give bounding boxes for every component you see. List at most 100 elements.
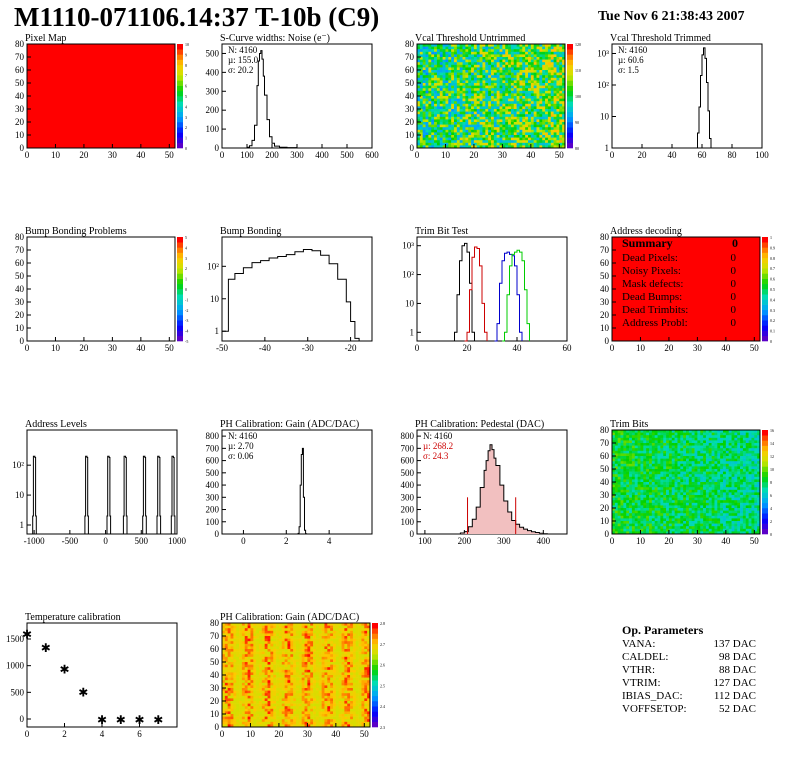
heatmap-cell	[649, 456, 653, 459]
heatmap-cell	[612, 471, 616, 475]
heatmap-cell	[505, 90, 509, 94]
heatmap-cell	[680, 508, 684, 511]
heatmap-cell	[714, 458, 718, 462]
heatmap-cell	[671, 479, 675, 483]
heatmap-cell	[640, 523, 644, 527]
heatmap-cell	[651, 495, 655, 498]
heatmap-cell	[686, 476, 690, 480]
heatmap-cell	[505, 116, 509, 120]
heatmap-cell	[522, 96, 526, 99]
heatmap-cell	[637, 461, 641, 465]
heatmap-cell	[465, 142, 469, 146]
heatmap-cell	[451, 109, 455, 112]
heatmap-cell	[637, 484, 641, 488]
heatmap-cell	[422, 77, 426, 81]
heatmap-cell	[479, 44, 483, 47]
heatmap-cell	[754, 463, 758, 467]
heatmap-cell	[734, 489, 738, 493]
heatmap-cell	[668, 450, 673, 454]
heatmap-cell	[454, 88, 458, 92]
heatmap-cell	[734, 458, 738, 462]
heatmap-cell	[748, 469, 752, 472]
x-tick-label: 1000	[168, 536, 187, 546]
heatmap-cell	[646, 445, 650, 449]
heatmap-cell	[516, 119, 520, 123]
heatmap-cell	[530, 75, 534, 79]
heatmap-cell	[502, 132, 506, 136]
heatmap-cell	[479, 72, 483, 76]
heatmap-cell	[677, 521, 681, 524]
heatmap-cell	[482, 83, 486, 86]
scatter-point: ✱	[153, 713, 163, 727]
heatmap-cell	[740, 471, 744, 475]
heatmap-cell	[547, 51, 552, 55]
heatmap-cell	[683, 437, 687, 441]
heatmap-cell	[717, 474, 721, 478]
heatmap-cell	[751, 489, 755, 493]
heatmap-cell	[740, 502, 744, 506]
heatmap-cell	[711, 432, 715, 436]
heatmap-cell	[562, 103, 566, 107]
heatmap-cell	[643, 521, 647, 524]
heatmap-cell	[525, 75, 529, 79]
heatmap-cell	[513, 64, 517, 68]
heatmap-cell	[751, 523, 755, 527]
heatmap-cell	[530, 64, 534, 68]
heatmap-cell	[442, 85, 446, 89]
heatmap-cell	[417, 114, 421, 118]
heatmap-cell	[445, 57, 449, 60]
heatmap-cell	[666, 456, 670, 459]
heatmap-cell	[677, 435, 681, 439]
heatmap-cell	[539, 116, 543, 120]
heatmap-cell	[686, 463, 690, 467]
heatmap-cell	[476, 119, 480, 123]
heatmap-cell	[657, 500, 661, 504]
heatmap-cell	[425, 83, 429, 86]
heatmap-cell	[728, 502, 732, 506]
heatmap-cell	[222, 685, 226, 689]
heatmap-cell	[462, 137, 466, 141]
heatmap-cell	[556, 72, 560, 76]
heatmap-cell	[516, 98, 520, 102]
heatmap-cell	[233, 714, 237, 717]
heatmap-cell	[708, 440, 712, 444]
heatmap-cell	[419, 114, 423, 118]
heatmap-cell	[454, 77, 458, 81]
heatmap-cell	[528, 106, 532, 110]
heatmap-cell	[649, 445, 653, 449]
heatmap-cell	[456, 96, 460, 99]
heatmap-cell	[757, 448, 761, 452]
heatmap-cell	[740, 487, 744, 491]
heatmap-cell	[637, 458, 641, 462]
y-tick-label: 60	[600, 258, 610, 268]
heatmap-cell	[757, 476, 761, 480]
heatmap-cell	[542, 80, 546, 84]
chart-title: Temperature calibration	[25, 612, 121, 623]
y-tick-label: 1	[410, 327, 415, 337]
heatmap-cell	[516, 83, 520, 86]
heatmap-cell	[705, 430, 710, 433]
heatmap-cell	[674, 515, 678, 519]
heatmap-cell	[683, 531, 687, 535]
heatmap-cell	[505, 54, 509, 58]
heatmap-cell	[688, 518, 692, 522]
heatmap-cell	[439, 109, 443, 112]
heatmap-cell	[688, 495, 692, 498]
heatmap-cell	[545, 83, 549, 86]
heatmap-cell	[539, 80, 543, 84]
heatmap-cell	[485, 96, 489, 99]
heatmap-cell	[668, 432, 673, 436]
heatmap-cell	[694, 515, 698, 519]
heatmap-cell	[740, 469, 744, 472]
palette-step	[177, 122, 183, 128]
heatmap-cell	[528, 77, 532, 81]
heatmap-cell	[434, 106, 438, 110]
heatmap-cell	[720, 513, 724, 517]
heatmap-cell	[708, 508, 712, 511]
heatmap-cell	[239, 711, 243, 715]
heatmap-cell	[671, 515, 675, 519]
heatmap-cell	[703, 458, 707, 462]
heatmap-cell	[496, 145, 500, 149]
heatmap-cell	[703, 469, 707, 472]
heatmap-cell	[654, 502, 658, 506]
